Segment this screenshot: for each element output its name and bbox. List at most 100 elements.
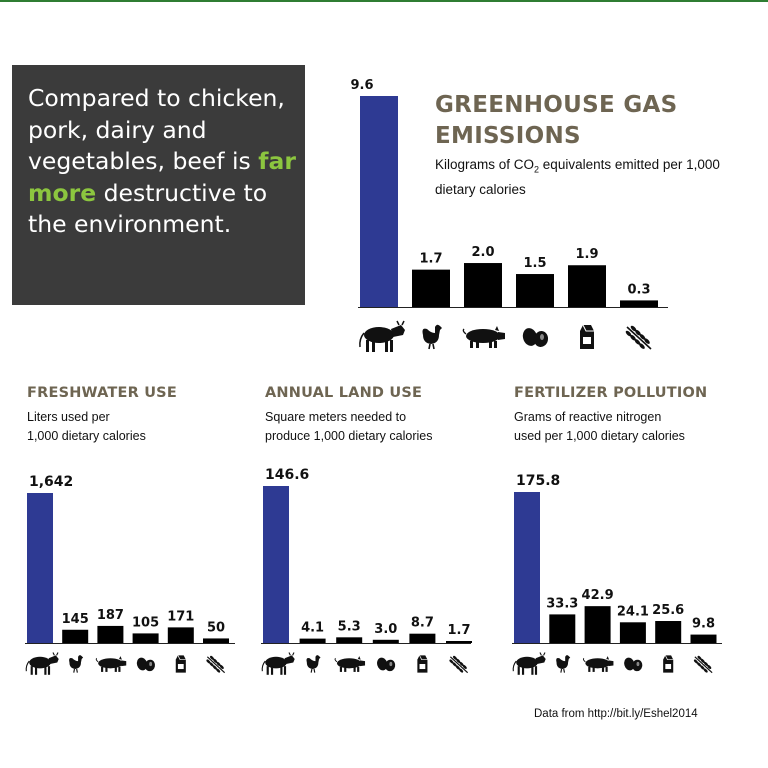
milk-carton-icon [663,655,674,673]
fertilizer-chart: 175.8 33.3 42.924.1 25.6 9.8 [512,473,722,675]
ghg-subtitle-post: equivalents emitted per 1,000 dietary ca… [435,157,720,197]
land-value-label: 1.7 [447,623,470,638]
ghg-chart: 9.6 1.7 2.0 1.5 1.9 0.3 [350,78,668,352]
freshwater-bar-dairy [167,627,194,643]
fertilizer-bar-chicken [549,614,576,643]
fertilizer-value-label: 24.1 [617,604,649,619]
wheat-icon [625,325,652,350]
fertilizer-subtitle-line: used per 1,000 dietary calories [514,429,685,443]
land-chart-subtitle: Square meters needed to produce 1,000 di… [265,408,432,446]
callout-highlight: far more [28,147,296,207]
pig-icon [462,326,505,348]
land-bar-eggs [372,639,399,643]
land-value-label: 4.1 [301,621,324,636]
callout-text-after: destructive to the environment. [28,178,268,239]
cow-icon [261,652,295,675]
cow-icon [25,652,59,675]
fertilizer-bar-pork [584,606,611,643]
freshwater-chart: 1,642 145 187 105 171 50 [25,474,235,675]
fertilizer-bar-beef [514,492,540,643]
land-bar-beef [263,486,289,643]
ghg-bar-chicken [412,269,450,307]
freshwater-value-label: 187 [97,608,124,623]
fertilizer-value-label: 42.9 [582,588,614,603]
eggs-icon [136,657,155,672]
freshwater-bar-eggs [132,633,159,643]
ghg-bar-eggs [516,274,554,307]
callout-text: Compared to chicken, pork, dairy and veg… [28,83,298,241]
ghg-value-label: 9.6 [350,78,373,93]
top-accent-line [0,0,768,2]
freshwater-value-label: 171 [167,609,194,624]
fertilizer-bar-dairy [655,621,682,643]
callout-text-before: Compared to chicken, pork, dairy and veg… [28,84,285,175]
land-bar-dairy [409,633,436,643]
freshwater-subtitle-line: 1,000 dietary calories [27,429,146,443]
source-note: Data from http://bit.ly/Eshel2014 [534,708,698,720]
freshwater-chart-title: FRESHWATER USE [27,385,177,401]
fertilizer-bar-vegetables [690,634,717,643]
chicken-icon [306,655,321,673]
fertilizer-subtitle-line: Grams of reactive nitrogen [514,410,662,424]
ghg-bar-beef [360,96,398,307]
fertilizer-value-label: 33.3 [546,596,578,611]
land-chart: 146.6 4.1 5.3 3.0 8.7 1.7 [261,467,472,675]
fertilizer-value-label: 175.8 [516,473,560,489]
ghg-bar-dairy [568,265,606,307]
land-value-label: 5.3 [338,619,361,634]
freshwater-bar-vegetables [203,638,229,643]
fertilizer-value-label: 9.8 [692,617,715,632]
freshwater-value-label: 105 [132,615,159,630]
ghg-value-label: 1.7 [419,252,442,267]
pig-icon [582,656,614,672]
land-bar-pork [336,637,363,643]
land-subtitle-line: produce 1,000 dietary calories [265,429,433,443]
milk-carton-icon [580,324,594,349]
wheat-icon [206,655,226,674]
chicken-icon [422,324,442,350]
freshwater-bar-beef [27,493,53,643]
milk-carton-icon [417,655,428,673]
wheat-icon [449,655,469,674]
cow-icon [359,320,405,352]
eggs-icon [522,328,549,347]
cow-icon [512,652,546,675]
ghg-bar-pork [464,263,502,307]
land-bar-chicken [299,638,326,643]
ghg-chart-title: GREENHOUSE GAS EMISSIONS [435,92,678,149]
pig-icon [95,656,127,672]
freshwater-value-label: 145 [62,612,89,627]
milk-carton-icon [175,655,186,673]
land-value-label: 8.7 [411,616,434,631]
wheat-icon [693,655,713,674]
freshwater-bar-pork [97,625,124,643]
callout-box: Compared to chicken, pork, dairy and veg… [12,65,305,305]
ghg-subtitle-pre: Kilograms of CO [435,157,535,172]
ghg-bar-vegetables [620,300,658,307]
fertilizer-value-label: 25.6 [652,603,684,618]
fertilizer-chart-subtitle: Grams of reactive nitrogen used per 1,00… [514,408,685,446]
land-subtitle-line: Square meters needed to [265,410,407,424]
land-chart-title: ANNUAL LAND USE [265,385,423,401]
land-value-label: 146.6 [265,467,309,483]
eggs-icon [624,657,643,672]
fertilizer-chart-title: FERTILIZER POLLUTION [514,385,708,401]
land-value-label: 3.0 [374,622,397,637]
chicken-icon [69,655,84,673]
chicken-icon [556,655,571,673]
fertilizer-bar-eggs [619,622,646,643]
freshwater-value-label: 50 [207,620,225,635]
ghg-chart-subtitle: Kilograms of CO2 equivalents emitted per… [435,155,735,200]
freshwater-bar-chicken [62,629,89,643]
pig-icon [334,656,366,672]
ghg-value-label: 2.0 [471,245,494,260]
freshwater-value-label: 1,642 [29,474,73,490]
land-bar-vegetables [446,641,472,643]
ghg-subtitle-sub: 2 [534,164,540,175]
ghg-value-label: 1.9 [575,247,598,262]
freshwater-subtitle-line: Liters used per [27,410,110,424]
ghg-value-label: 1.5 [523,256,546,271]
eggs-icon [377,657,396,672]
ghg-value-label: 0.3 [627,282,650,297]
